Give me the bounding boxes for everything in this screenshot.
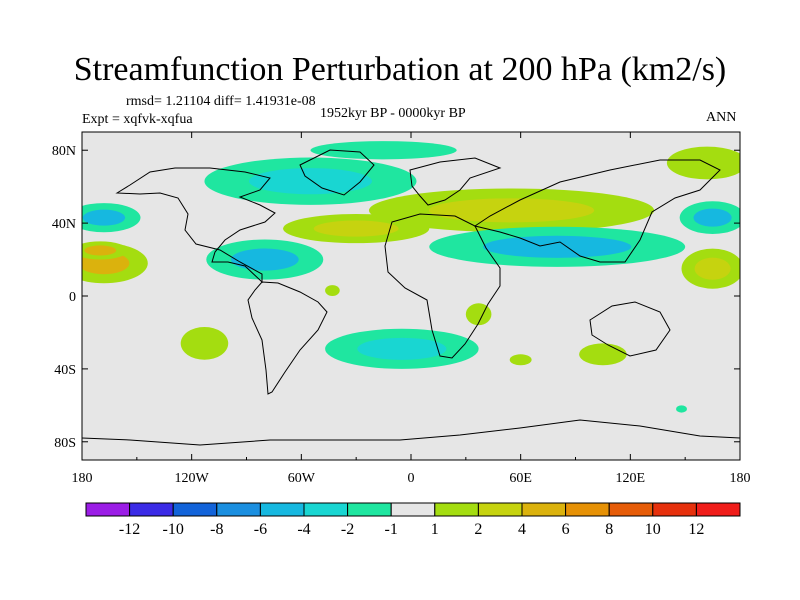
colorbar-label: -12	[119, 521, 140, 538]
anomaly-region-indian-ocean-positive-outer	[509, 354, 532, 366]
anomaly-region-asia-negative-core	[483, 235, 632, 258]
anomaly-region-northeast-pacific-south-positive-core	[84, 245, 117, 256]
coast-antarctica	[82, 419, 740, 446]
colorbar-box	[347, 502, 392, 517]
colorbar-label: -4	[297, 521, 310, 538]
colorbar-box	[129, 502, 174, 517]
colorbar-box	[390, 502, 436, 517]
colorbar-label: -1	[385, 521, 398, 538]
anomaly-region-pacific-west-negative-core	[693, 208, 732, 227]
anomaly-region-north-atlantic-positive-core	[313, 220, 399, 237]
colorbar-box	[303, 502, 349, 517]
colorbar-box	[608, 502, 654, 517]
colorbar: -12 -10 -8 -6 -4 -2 -1 1 2 4 6 8 10 12	[85, 502, 741, 538]
x-tick-label: 120W	[175, 471, 210, 486]
y-tick-label: 80S	[54, 436, 76, 451]
anomaly-region-caribbean-negative-core	[230, 248, 299, 271]
y-tick-label: 80N	[52, 144, 76, 159]
colorbar-box	[172, 502, 218, 517]
y-tick-label: 40N	[52, 217, 76, 232]
colorbar-box	[565, 502, 610, 517]
colorbar-label: 10	[645, 521, 661, 538]
colorbar-label: 8	[605, 521, 613, 538]
anomaly-region-eurasia-positive-core	[428, 198, 595, 223]
coast-greenland	[299, 149, 375, 196]
coast-europe	[409, 157, 502, 206]
anomaly-fields	[82, 141, 740, 413]
anomaly-region-north-pacific-east-negative-core	[82, 209, 126, 226]
colorbar-label: 12	[688, 521, 704, 538]
anomaly-region-africa-positive-outer	[465, 303, 492, 326]
statistics-text: rmsd= 1.21104 diff= 1.41931e-08	[126, 94, 316, 109]
coast-africa	[384, 213, 501, 359]
x-tick-label: 180	[730, 471, 751, 486]
x-tick-label: 0	[408, 471, 415, 486]
coastlines	[82, 149, 740, 446]
anomaly-region-north-pacific-west-positive-outer	[666, 146, 740, 180]
anomaly-region-north-atlantic-negative-core	[248, 168, 372, 195]
colorbar-label: 1	[431, 521, 439, 538]
x-tick-label: 120E	[616, 471, 646, 486]
colorbar-box	[521, 502, 567, 517]
plot-title: Streamfunction Perturbation at 200 hPa (…	[73, 51, 727, 88]
colorbar-label: -6	[254, 521, 267, 538]
colorbar-box	[434, 502, 479, 517]
anomaly-region-south-pacific-small-positive-outer	[325, 285, 340, 296]
colorbar-box	[216, 502, 261, 517]
anomaly-region-south-indian-positive-outer	[579, 343, 627, 366]
anomaly-region-south-pacific-positive-outer	[180, 326, 229, 360]
season-label: ANN	[706, 110, 737, 125]
coast-north-america	[115, 167, 276, 284]
anomaly-region-pacific-west-positive-core	[694, 257, 731, 280]
colorbar-label: 4	[518, 521, 526, 538]
y-tick-label: 40S	[54, 363, 76, 378]
y-tick-label: 0	[69, 290, 76, 305]
anomaly-region-arctic-negative-outer	[310, 141, 457, 160]
x-tick-label: 180	[72, 471, 93, 486]
period-label: 1952kyr BP - 0000kyr BP	[320, 106, 466, 121]
colorbar-box	[695, 502, 741, 517]
anomaly-region-south-atlantic-negative-core	[357, 337, 447, 360]
coast-australia	[589, 301, 671, 357]
colorbar-box	[652, 502, 697, 517]
colorbar-label: 2	[474, 521, 482, 538]
colorbar-box	[477, 502, 523, 517]
colorbar-box	[259, 502, 305, 517]
x-tick-label: 60E	[509, 471, 532, 486]
colorbar-box	[85, 502, 131, 517]
experiment-label: Expt = xqfvk-xqfua	[82, 112, 193, 127]
colorbar-label: -10	[163, 521, 184, 538]
map-axes: 180 120W 60W 0 60E 120E 180 80N 40N 0 40S 80S	[52, 132, 751, 486]
coast-south-america	[247, 281, 328, 395]
colorbar-label: -8	[210, 521, 223, 538]
colorbar-label: 6	[562, 521, 570, 538]
coast-asia	[473, 159, 721, 263]
colorbar-label: -2	[341, 521, 354, 538]
anomaly-region-southern-ocean-negative-outer	[676, 405, 687, 413]
x-tick-label: 60W	[288, 471, 316, 486]
